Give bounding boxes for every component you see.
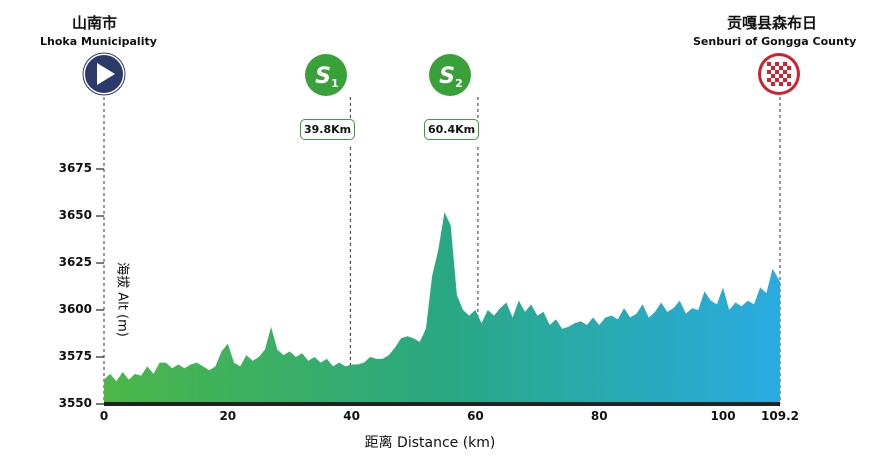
- start-name-en: Lhoka Municipality: [40, 35, 157, 48]
- svg-text:S: S: [439, 64, 455, 89]
- y-tick-label: 3600: [58, 302, 92, 316]
- y-tick-label: 3675: [58, 161, 92, 175]
- sprint-s1-icon: S 1: [305, 54, 347, 96]
- finish-checkered-flag-icon: [758, 53, 800, 95]
- start-name-zh: 山南市: [72, 14, 118, 32]
- x-tick-label: 109.2: [761, 409, 799, 423]
- y-axis-label: 海拔 Alt (m): [114, 262, 130, 337]
- x-tick-label: 40: [343, 409, 360, 423]
- y-tick-label: 3575: [58, 349, 92, 363]
- svg-text:2: 2: [455, 77, 463, 90]
- x-tick-label: 60: [467, 409, 484, 423]
- sprint-s2-icon: S 2: [429, 54, 471, 96]
- x-axis-label: 距离 Distance (km): [364, 435, 496, 451]
- x-tick-label: 0: [99, 409, 109, 423]
- svg-text:1: 1: [331, 77, 339, 90]
- sprint-s1-distance: 39.8Km: [300, 119, 356, 140]
- svg-text:S: S: [315, 64, 331, 89]
- sprint-s2-distance: 60.4Km: [424, 119, 480, 140]
- y-tick-label: 3650: [58, 208, 92, 222]
- finish-name-en: Senburi of Gongga County: [693, 35, 857, 48]
- y-tick-label: 3625: [58, 255, 92, 269]
- x-tick-label: 100: [710, 409, 736, 423]
- elevation-area: [104, 212, 780, 404]
- y-tick-label: 3550: [58, 396, 92, 410]
- x-tick-label: 80: [590, 409, 608, 423]
- finish-name-zh: 贡嘎县森布日: [727, 14, 818, 32]
- start-play-icon: [82, 52, 126, 96]
- x-tick-label: 20: [219, 409, 237, 423]
